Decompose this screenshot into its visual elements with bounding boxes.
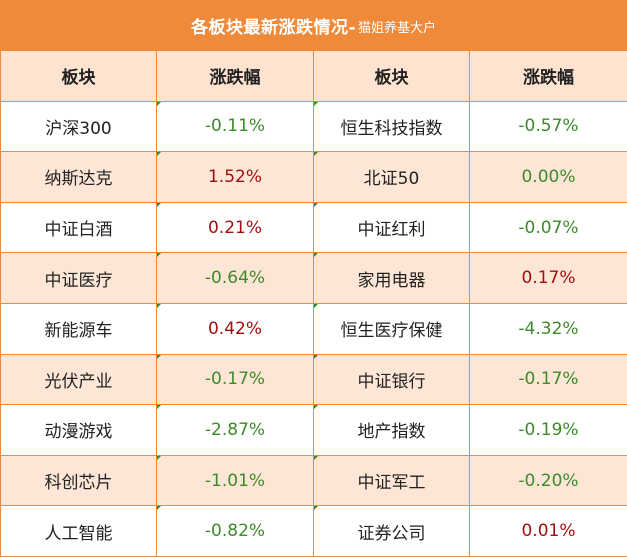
- sector-name-left-text: 沪深300: [45, 118, 112, 139]
- change-value-right: 0.01%: [470, 506, 627, 557]
- cell-corner-marker: [157, 101, 161, 106]
- change-value-right-text: 0.17%: [521, 268, 576, 289]
- sector-name-right-text: 中证红利: [357, 220, 426, 241]
- sector-name-left: 沪深300: [1, 101, 157, 153]
- change-value-left-text: -0.82%: [204, 521, 266, 542]
- change-value-right: 0.17%: [470, 253, 627, 304]
- change-value-right: -0.07%: [470, 202, 627, 254]
- sector-name-right-text: 恒生医疗保健: [340, 321, 443, 342]
- cell-corner-marker: [314, 202, 318, 207]
- sector-name-right: 中证银行: [314, 354, 470, 406]
- cell-corner-marker: [157, 152, 161, 157]
- change-value-right-text: -4.32%: [518, 318, 579, 339]
- change-value-right: -0.57%: [470, 101, 627, 153]
- sector-name-left-text: 新能源车: [44, 321, 113, 342]
- sector-name-right-text: 中证银行: [357, 371, 426, 392]
- header-sector-right: 板块: [314, 51, 470, 102]
- cell-corner-marker: [157, 303, 161, 308]
- table-title: 各板块最新涨跌情况-: [190, 17, 357, 38]
- sector-name-right: 北证50: [314, 152, 470, 203]
- sector-name-right-text: 中证军工: [357, 473, 426, 494]
- sector-name-right: 中证红利: [314, 202, 470, 254]
- cell-corner-marker: [157, 202, 161, 207]
- sector-name-right-text: 地产指数: [357, 422, 426, 443]
- change-value-left: 1.52%: [157, 152, 314, 203]
- change-value-left-text: -0.64%: [204, 268, 266, 289]
- cell-corner-marker: [314, 253, 318, 258]
- header-change-left: 涨跌幅: [157, 51, 314, 102]
- sector-name-left: 光伏产业: [1, 354, 157, 406]
- change-value-right-text: -0.57%: [518, 116, 579, 137]
- cell-corner-marker: [314, 455, 318, 460]
- change-value-right: -0.19%: [470, 405, 627, 456]
- cell-corner-marker: [314, 101, 318, 106]
- cell-corner-marker: [157, 354, 161, 359]
- sector-name-left-text: 中证白酒: [44, 220, 113, 241]
- sector-name-right: 证券公司: [314, 506, 470, 557]
- change-value-left-text: 1.52%: [207, 166, 262, 187]
- cell-corner-marker: [314, 506, 318, 511]
- sector-name-left-text: 中证医疗: [44, 270, 113, 291]
- change-value-right-text: -0.17%: [518, 369, 579, 390]
- change-value-right: -4.32%: [470, 303, 627, 355]
- change-value-left-text: -0.17%: [204, 369, 266, 390]
- cell-corner-marker: [314, 152, 318, 157]
- change-value-right-text: -0.19%: [518, 419, 579, 440]
- change-value-left: -0.11%: [157, 101, 314, 153]
- change-value-left-text: 0.21%: [207, 217, 262, 238]
- change-value-left-text: -2.87%: [204, 419, 266, 440]
- sector-name-left: 动漫游戏: [1, 405, 157, 456]
- cell-corner-marker: [157, 405, 161, 410]
- change-value-right-text: -0.20%: [518, 470, 579, 491]
- header-change-right: 涨跌幅: [470, 51, 627, 102]
- change-value-left-text: -0.11%: [204, 116, 266, 137]
- sector-name-left-text: 人工智能: [44, 523, 113, 544]
- sector-name-right: 中证军工: [314, 455, 470, 507]
- change-value-right: 0.00%: [470, 152, 627, 203]
- sector-name-right-text: 家用电器: [357, 270, 426, 291]
- sector-name-right: 地产指数: [314, 405, 470, 456]
- change-value-left: 0.21%: [157, 202, 314, 254]
- sector-name-right-text: 证券公司: [357, 523, 426, 544]
- change-value-right-text: -0.07%: [518, 217, 579, 238]
- cell-corner-marker: [157, 455, 161, 460]
- table-title-bar: 各板块最新涨跌情况- 猫姐养基大户: [0, 0, 627, 50]
- sector-name-left: 中证白酒: [1, 202, 157, 254]
- change-value-left-text: 0.42%: [207, 318, 262, 339]
- cell-corner-marker: [314, 303, 318, 308]
- change-value-right: -0.20%: [470, 455, 627, 507]
- change-value-left-text: -1.01%: [204, 470, 266, 491]
- cell-corner-marker: [157, 506, 161, 511]
- sector-name-right: 恒生科技指数: [314, 101, 470, 153]
- cell-corner-marker: [314, 354, 318, 359]
- sector-name-left-text: 纳斯达克: [44, 169, 113, 190]
- sector-name-left-text: 动漫游戏: [44, 422, 113, 443]
- sector-name-left: 纳斯达克: [1, 152, 157, 203]
- change-value-left: -0.64%: [157, 253, 314, 304]
- sector-name-left: 中证医疗: [1, 253, 157, 304]
- sector-name-left: 科创芯片: [1, 455, 157, 507]
- cell-corner-marker: [157, 253, 161, 258]
- header-sector-left: 板块: [1, 51, 157, 102]
- sector-name-left-text: 光伏产业: [44, 371, 113, 392]
- sector-name-left: 新能源车: [1, 303, 157, 355]
- change-value-right: -0.17%: [470, 354, 627, 406]
- cell-corner-marker: [314, 405, 318, 410]
- table-grid: 板块 涨跌幅 板块 涨跌幅 沪深300 -0.11% 恒生科技指数 -0.57% 纳斯达…: [0, 50, 627, 557]
- change-value-left: -2.87%: [157, 405, 314, 456]
- sector-name-right-text: 北证50: [363, 169, 420, 190]
- change-value-left: -0.17%: [157, 354, 314, 406]
- sector-name-left-text: 科创芯片: [44, 473, 113, 494]
- sector-name-left: 人工智能: [1, 506, 157, 557]
- change-value-left: -1.01%: [157, 455, 314, 507]
- sector-name-right-text: 恒生科技指数: [340, 118, 443, 139]
- table-subtitle: 猫姐养基大户: [358, 21, 437, 36]
- change-value-right-text: 0.01%: [521, 521, 576, 542]
- change-value-left: -0.82%: [157, 506, 314, 557]
- change-value-left: 0.42%: [157, 303, 314, 355]
- sector-name-right: 家用电器: [314, 253, 470, 304]
- sector-name-right: 恒生医疗保健: [314, 303, 470, 355]
- change-value-right-text: 0.00%: [521, 166, 576, 187]
